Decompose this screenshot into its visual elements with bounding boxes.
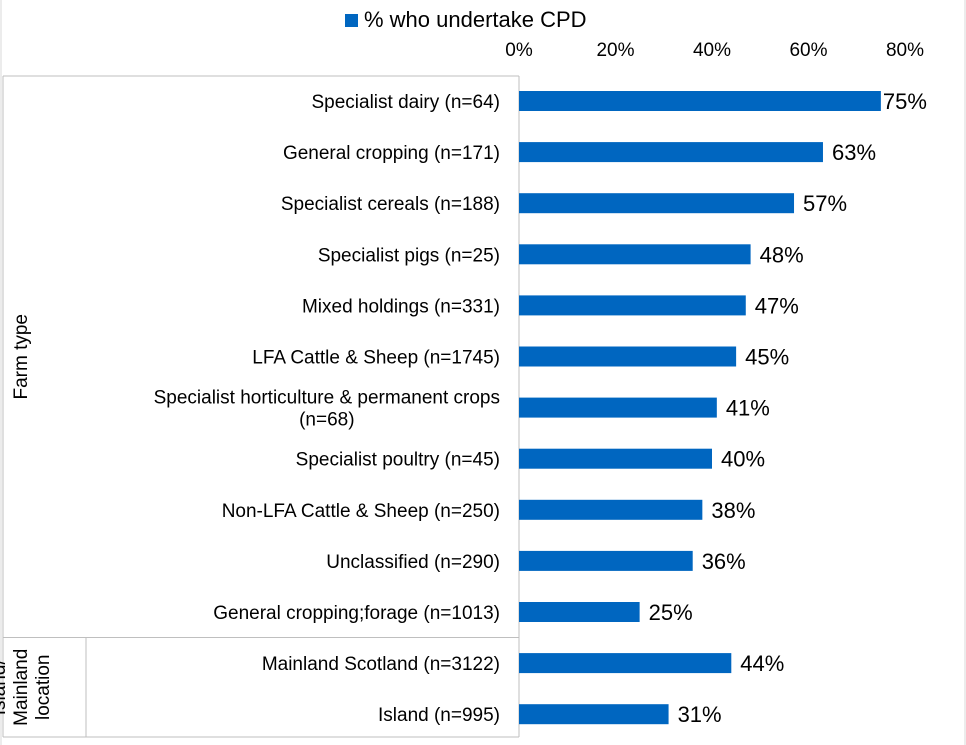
category-label: Specialist poultry (n=45)	[296, 450, 500, 471]
value-label: 63%	[832, 140, 876, 165]
bar	[519, 448, 712, 469]
group-label: Mainland	[11, 649, 32, 726]
group-label: location	[33, 655, 54, 721]
bar	[519, 142, 823, 163]
bar	[519, 602, 640, 622]
bar	[519, 295, 746, 316]
x-tick-label: 40%	[693, 40, 731, 61]
x-tick-label: 60%	[789, 40, 827, 61]
category-label: Specialist pigs (n=25)	[318, 245, 500, 266]
value-label: 40%	[721, 447, 765, 472]
category-label: Mixed holdings (n=331)	[302, 296, 500, 317]
bar	[519, 346, 737, 367]
value-label: 47%	[755, 293, 799, 318]
category-label: Specialist dairy (n=64)	[311, 92, 500, 113]
bar	[519, 653, 732, 674]
bar	[519, 550, 693, 571]
value-label: 48%	[760, 242, 804, 267]
category-label: Specialist cereals (n=188)	[281, 194, 500, 215]
category-label: LFA Cattle & Sheep (n=1745)	[252, 348, 500, 369]
legend-label: % who undertake CPD	[364, 7, 587, 32]
value-label: 75%	[883, 89, 927, 114]
bar	[519, 193, 795, 214]
value-label: 41%	[726, 396, 770, 421]
category-label: Mainland Scotland (n=3122)	[262, 654, 500, 675]
bar	[519, 499, 703, 520]
bar	[519, 91, 881, 111]
value-label: 31%	[678, 702, 722, 727]
value-label: 38%	[711, 498, 755, 523]
value-label: 25%	[649, 600, 693, 625]
x-tick-label: 20%	[596, 40, 634, 61]
bar	[519, 397, 717, 418]
value-label: 36%	[702, 549, 746, 574]
category-label: Non-LFA Cattle & Sheep (n=250)	[222, 501, 500, 522]
bar	[519, 704, 669, 725]
legend: % who undertake CPD	[345, 6, 587, 34]
category-label: Specialist horticulture & permanent crop…	[154, 388, 500, 409]
category-label: General cropping;forage (n=1013)	[213, 603, 500, 624]
x-tick-label: 80%	[886, 40, 924, 61]
value-label: 57%	[803, 191, 847, 216]
category-label: Unclassified (n=290)	[326, 552, 500, 573]
x-tick-label: 0%	[505, 40, 533, 61]
value-label: 44%	[740, 651, 784, 676]
bar	[519, 244, 751, 265]
category-label: Island (n=995)	[378, 705, 500, 726]
group-label: Island/	[0, 659, 10, 716]
group-label: Farm type	[11, 314, 32, 400]
category-label: (n=68)	[299, 410, 354, 431]
value-label: 45%	[745, 345, 789, 370]
legend-swatch	[345, 13, 358, 27]
category-label: General cropping (n=171)	[283, 143, 500, 164]
